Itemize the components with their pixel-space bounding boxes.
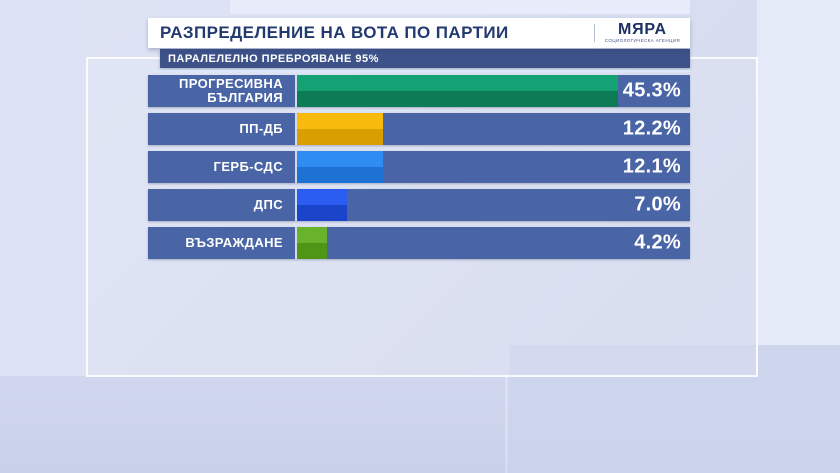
result-bar <box>297 227 327 259</box>
result-value: 7.0% <box>634 193 681 216</box>
party-name: ВЪЗРАЖДАНЕ <box>148 227 297 259</box>
party-row: ГЕРБ-СДС 12.1% <box>148 151 690 183</box>
page-title: РАЗПРЕДЕЛЕНИЕ НА ВОТА ПО ПАРТИИ <box>160 23 509 42</box>
agency-logo: МЯРА СОЦИОЛОГИЧЕСКА АГЕНЦИЯ <box>593 22 680 44</box>
bar-track: 45.3% <box>297 75 690 107</box>
party-row: ПРОГРЕСИВНА БЪЛГАРИЯ 45.3% <box>148 75 690 107</box>
party-row: ПП-ДБ 12.2% <box>148 113 690 145</box>
mosaic-tile <box>230 0 690 14</box>
party-name: ПРОГРЕСИВНА БЪЛГАРИЯ <box>148 75 297 107</box>
party-row: ВЪЗРАЖДАНЕ 4.2% <box>148 227 690 259</box>
result-value: 12.1% <box>622 155 681 178</box>
bar-track: 12.2% <box>297 113 690 145</box>
result-bar <box>297 75 618 107</box>
subtitle-bar: ПАРАЛЕЛЕЛНО ПРЕБРОЯВАНЕ 95% <box>160 49 690 68</box>
mosaic-tile <box>0 0 86 376</box>
logo-tagline: СОЦИОЛОГИЧЕСКА АГЕНЦИЯ <box>604 38 680 44</box>
rows-top-separator <box>148 70 690 72</box>
subtitle-text: ПАРАЛЕЛЕЛНО ПРЕБРОЯВАНЕ 95% <box>168 52 379 65</box>
bar-track: 7.0% <box>297 189 690 221</box>
party-name: ГЕРБ-СДС <box>148 151 297 183</box>
party-name: ДПС <box>148 189 297 221</box>
result-value: 12.2% <box>622 117 681 140</box>
header-bar: РАЗПРЕДЕЛЕНИЕ НА ВОТА ПО ПАРТИИ МЯРА СОЦ… <box>148 18 690 48</box>
mosaic-tile <box>757 0 840 345</box>
result-value: 4.2% <box>634 231 681 254</box>
results-chart: ПРОГРЕСИВНА БЪЛГАРИЯ 45.3% ПП-ДБ 12.2% Г… <box>148 75 690 265</box>
mosaic-tile <box>510 345 840 473</box>
bar-track: 4.2% <box>297 227 690 259</box>
mosaic-seam <box>505 376 508 473</box>
result-bar <box>297 151 383 183</box>
myara-logo: МЯРА СОЦИОЛОГИЧЕСКА АГЕНЦИЯ <box>605 22 680 44</box>
logo-divider <box>593 24 595 42</box>
bar-track: 12.1% <box>297 151 690 183</box>
result-value: 45.3% <box>622 79 681 102</box>
party-name: ПП-ДБ <box>148 113 297 145</box>
result-bar <box>297 113 384 145</box>
party-row: ДПС 7.0% <box>148 189 690 221</box>
result-bar <box>297 189 347 221</box>
logo-name: МЯРА <box>617 21 667 39</box>
